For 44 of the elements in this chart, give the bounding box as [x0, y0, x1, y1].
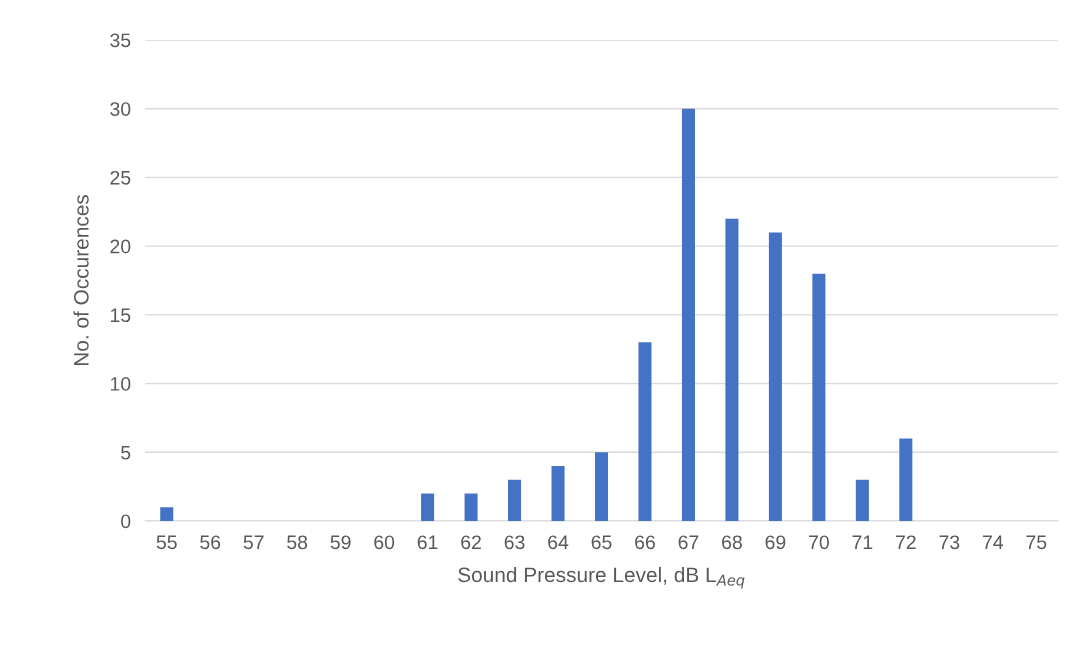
bar: [464, 493, 478, 521]
x-tick-label: 67: [678, 535, 699, 550]
x-tick-label: 56: [200, 535, 221, 550]
x-tick-label: 65: [591, 535, 612, 550]
y-axis-title: No. of Occurences: [73, 194, 89, 366]
x-tick-label: 58: [287, 535, 308, 550]
bar: [681, 108, 695, 521]
bar: [160, 507, 174, 521]
x-axis-title: Sound Pressure Level, dB L$_{Aeq}$: [458, 566, 745, 589]
bar: [638, 342, 652, 521]
x-tick-label: 71: [852, 535, 873, 549]
x-tick-label: 66: [635, 535, 655, 550]
x-tick-label: 59: [330, 535, 351, 550]
x-tick-label: 62: [461, 535, 481, 550]
x-tick-label: 63: [504, 535, 525, 550]
y-tick-label: 25: [110, 170, 131, 185]
bar: [855, 479, 869, 521]
x-tick-label: 64: [548, 535, 569, 550]
y-tick-label: 20: [110, 239, 131, 254]
bar: [508, 479, 522, 521]
y-tick-label: 0: [121, 514, 131, 529]
bar: [899, 438, 913, 521]
x-tick-label: 68: [722, 535, 742, 550]
bar: [768, 232, 782, 521]
bar: [725, 218, 739, 521]
x-tick-label: 69: [765, 535, 786, 550]
y-tick-label: 30: [110, 102, 131, 116]
x-tick-label: 55: [156, 535, 177, 550]
x-tick-label: 73: [939, 535, 960, 550]
x-tick-label: 72: [896, 535, 916, 549]
bar: [421, 493, 435, 521]
y-tick-label: 10: [110, 377, 131, 391]
bar: [812, 273, 826, 521]
bar: [594, 452, 609, 521]
y-tick-label: 5: [121, 445, 131, 460]
x-tick-label: 61: [417, 535, 438, 550]
bar: [551, 466, 565, 521]
x-tick-label: 74: [982, 535, 1004, 549]
y-tick-label: 35: [110, 33, 131, 48]
x-tick-label: 70: [809, 535, 829, 550]
y-tick-label: 15: [110, 308, 131, 323]
x-tick-label: 60: [374, 535, 395, 550]
x-tick-label: 57: [243, 535, 264, 550]
x-tick-label: 75: [1026, 535, 1047, 550]
